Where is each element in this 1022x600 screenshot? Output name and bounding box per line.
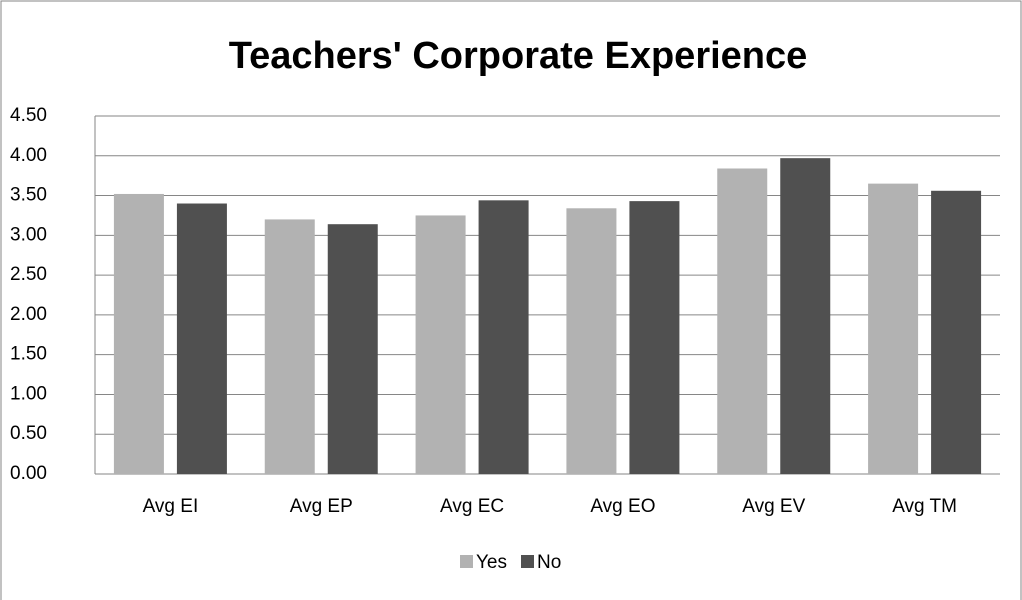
y-tick-label: 0.00 <box>10 463 47 484</box>
legend-label: Yes <box>476 552 507 573</box>
y-tick-label: 0.50 <box>10 423 47 444</box>
bar <box>931 190 982 474</box>
chart-title: Teachers' Corporate Experience <box>229 35 808 77</box>
bar <box>478 200 529 474</box>
x-tick-label: Avg TM <box>892 496 957 517</box>
bar <box>780 158 831 475</box>
bar <box>629 201 680 474</box>
bar <box>566 208 617 475</box>
y-tick-label: 2.50 <box>10 264 47 285</box>
bar <box>415 215 466 474</box>
legend-swatch <box>521 555 534 568</box>
x-tick-label: Avg EC <box>440 496 504 517</box>
bar <box>327 224 378 474</box>
y-tick-label: 2.00 <box>10 304 47 325</box>
legend-label: No <box>537 552 561 573</box>
bar <box>176 203 227 474</box>
x-tick-label: Avg EP <box>290 496 353 517</box>
y-tick-label: 4.50 <box>10 105 47 126</box>
bar <box>717 168 768 475</box>
y-tick-label: 1.50 <box>10 344 47 365</box>
x-tick-label: Avg EV <box>742 496 805 517</box>
legend-swatch <box>460 555 473 568</box>
bar <box>868 183 919 474</box>
x-tick-label: Avg EO <box>590 496 655 517</box>
y-tick-label: 3.00 <box>10 224 47 245</box>
y-tick-label: 1.00 <box>10 383 47 404</box>
y-tick-label: 4.00 <box>10 145 47 166</box>
y-tick-label: 3.50 <box>10 185 47 206</box>
bar <box>264 219 315 474</box>
bar <box>113 193 164 474</box>
x-tick-label: Avg EI <box>143 496 199 517</box>
